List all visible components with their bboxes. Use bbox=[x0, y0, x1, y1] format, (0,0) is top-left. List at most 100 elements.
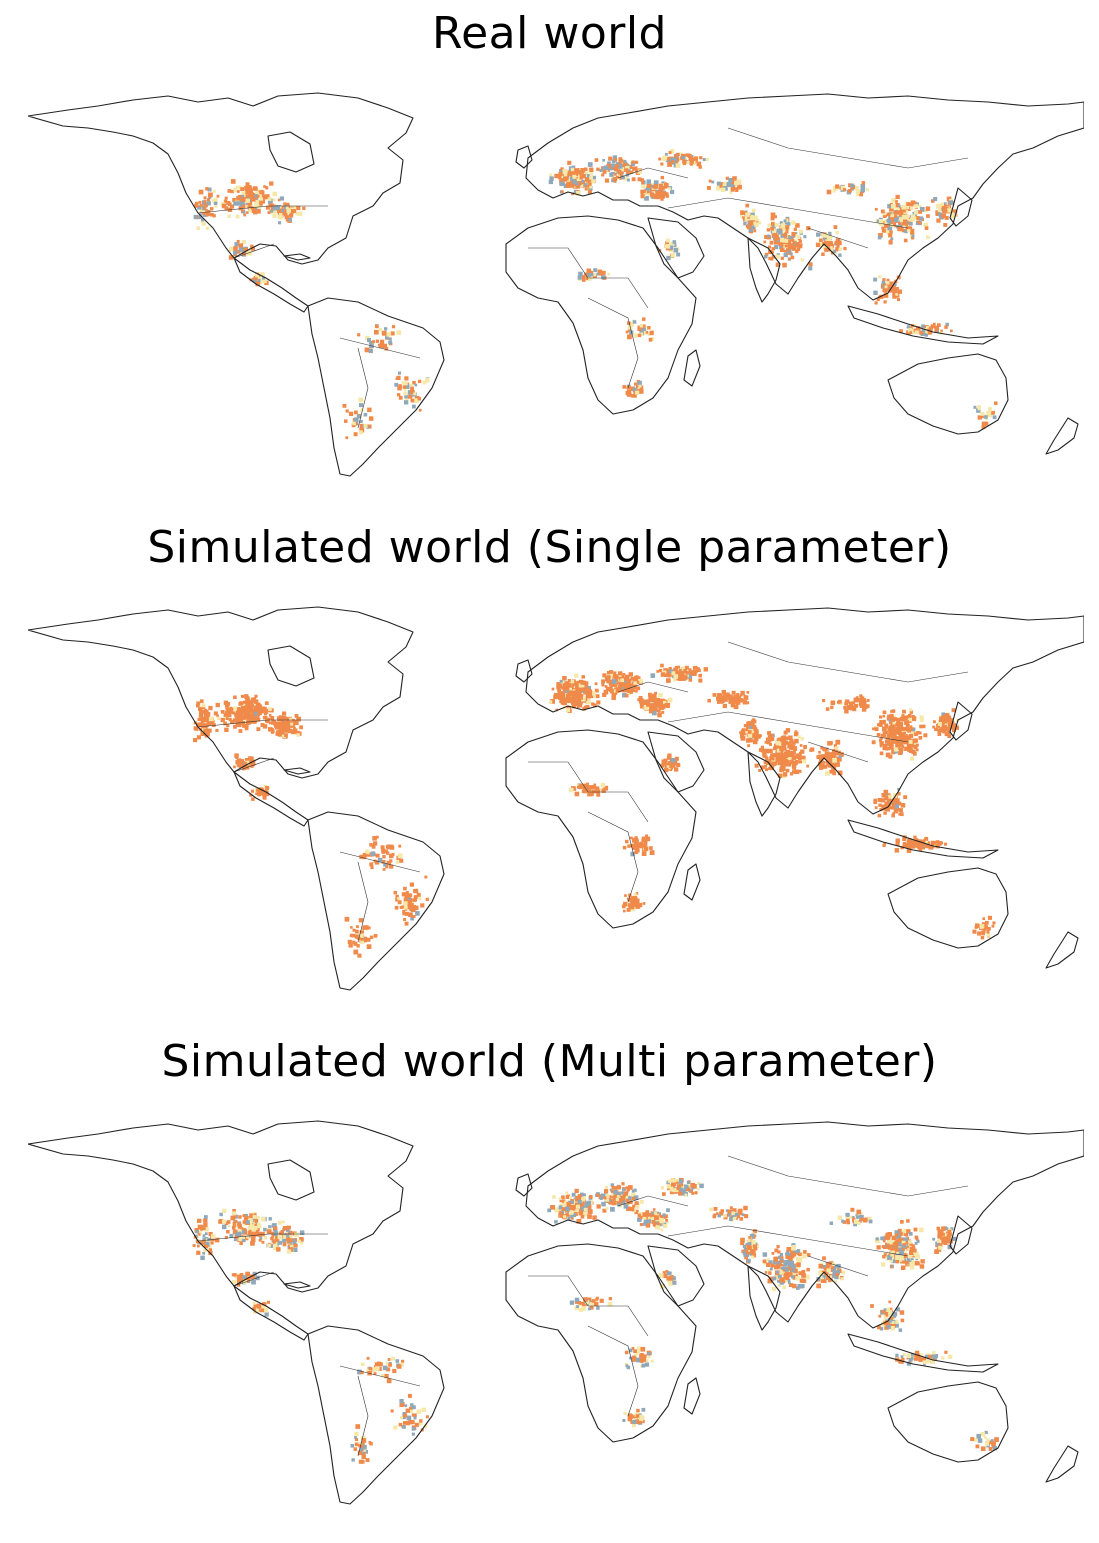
cropland-cell bbox=[254, 708, 258, 711]
cropland-cell bbox=[622, 1188, 626, 1192]
cropland-cell bbox=[924, 836, 929, 841]
cropland-cell bbox=[935, 728, 939, 731]
cropland-cell bbox=[233, 188, 237, 193]
cropland-cell bbox=[793, 760, 798, 766]
cropland-cell bbox=[410, 1403, 414, 1407]
cropland-cell bbox=[207, 728, 212, 733]
cropland-cell bbox=[243, 247, 246, 251]
cropland-cell bbox=[819, 242, 823, 247]
cropland-cell bbox=[626, 1206, 631, 1211]
cropland-cell bbox=[388, 337, 392, 341]
cropland-cell bbox=[374, 860, 380, 865]
cropland-cell bbox=[592, 1215, 597, 1220]
cropland-cell bbox=[268, 727, 273, 732]
cropland-cell bbox=[252, 716, 258, 722]
cropland-cell bbox=[559, 1205, 563, 1209]
cropland-cell bbox=[567, 679, 571, 683]
cropland-cell bbox=[744, 1214, 749, 1219]
cropland-cell bbox=[198, 189, 204, 195]
cropland-cell bbox=[765, 737, 771, 742]
cropland-cell bbox=[882, 278, 886, 282]
cropland-cell bbox=[646, 1213, 652, 1218]
cropland-cell bbox=[569, 687, 572, 691]
cropland-cell bbox=[935, 844, 940, 849]
cropland-cell bbox=[767, 731, 772, 736]
cropland-cell bbox=[386, 860, 392, 866]
caribbean-coast bbox=[283, 253, 311, 261]
cropland-cell bbox=[789, 743, 793, 747]
cropland-cell bbox=[874, 806, 878, 809]
cropland-cell bbox=[927, 328, 931, 332]
cropland-cell bbox=[902, 224, 906, 228]
cropland-cell bbox=[232, 1209, 236, 1213]
cropland-cell bbox=[203, 1222, 208, 1228]
cropland-cell bbox=[586, 699, 591, 705]
cropland-cell bbox=[226, 200, 231, 205]
cropland-cell bbox=[774, 215, 777, 219]
cropland-cell bbox=[207, 187, 212, 192]
cropland-cell bbox=[342, 403, 347, 408]
cropland-cell bbox=[863, 698, 866, 701]
cropland-cell bbox=[897, 791, 901, 796]
cropland-cell bbox=[665, 238, 670, 243]
cropland-cell bbox=[658, 188, 664, 193]
cropland-cell bbox=[769, 742, 772, 746]
cropland-cell bbox=[253, 705, 258, 710]
cropland-cell bbox=[365, 1458, 370, 1463]
cropland-cell bbox=[628, 164, 633, 169]
cropland-cell bbox=[630, 851, 635, 857]
cropland-cell bbox=[267, 717, 271, 721]
cropland-cell bbox=[634, 836, 638, 840]
cropland-cell bbox=[579, 783, 583, 788]
cropland-cell bbox=[559, 1199, 563, 1203]
cropland-cell bbox=[591, 702, 595, 706]
cropland-cell bbox=[885, 752, 891, 758]
cropland-cell bbox=[664, 152, 668, 156]
cropland-cell bbox=[658, 668, 663, 673]
cropland-cell bbox=[634, 382, 638, 386]
cropland-cell bbox=[602, 169, 607, 174]
cropland-cell bbox=[229, 1233, 234, 1238]
cropland-cell bbox=[226, 1230, 230, 1234]
cropland-cell bbox=[238, 206, 243, 211]
cropland-cell bbox=[422, 380, 427, 385]
cropland-cell bbox=[887, 714, 892, 719]
cropland-cell bbox=[855, 696, 859, 699]
india-coast bbox=[747, 751, 781, 817]
cropland-cell bbox=[558, 1211, 563, 1216]
cropland-cell bbox=[240, 198, 244, 202]
cropland-cell bbox=[350, 926, 353, 929]
cropland-cell bbox=[637, 382, 640, 385]
cropland-cell bbox=[804, 1274, 810, 1280]
cropland-cell bbox=[413, 895, 418, 900]
cropland-cell bbox=[946, 715, 952, 721]
cropland-cell bbox=[396, 375, 401, 380]
cropland-cell bbox=[635, 892, 639, 895]
cropland-cell bbox=[764, 234, 769, 239]
cropland-cell bbox=[226, 708, 230, 712]
cropland-cell bbox=[277, 725, 282, 729]
cropland-cell bbox=[278, 221, 282, 225]
cropland-cell bbox=[560, 1215, 563, 1218]
cropland-cell bbox=[601, 270, 606, 275]
cropland-cell bbox=[570, 1200, 574, 1204]
cropland-cell bbox=[235, 756, 239, 759]
cropland-cell bbox=[839, 752, 844, 757]
cropland-cell bbox=[888, 233, 893, 238]
cropland-cell bbox=[583, 1207, 588, 1212]
cropland-cell bbox=[395, 894, 399, 899]
cropland-cell bbox=[629, 170, 632, 174]
cropland-cell bbox=[926, 214, 930, 218]
cropland-cell bbox=[239, 1241, 243, 1246]
cropland-cell bbox=[414, 1422, 419, 1427]
cropland-cell bbox=[732, 1208, 737, 1213]
cropland-cell bbox=[772, 1260, 777, 1264]
cropland-cell bbox=[974, 925, 978, 929]
cropland-cell bbox=[801, 1273, 806, 1278]
cropland-cell bbox=[897, 801, 902, 806]
cropland-cell bbox=[782, 233, 787, 239]
cropland-cell bbox=[797, 735, 801, 739]
cropland-cell bbox=[635, 1204, 640, 1209]
cropland-cell bbox=[567, 183, 572, 188]
cropland-cell bbox=[262, 276, 265, 280]
